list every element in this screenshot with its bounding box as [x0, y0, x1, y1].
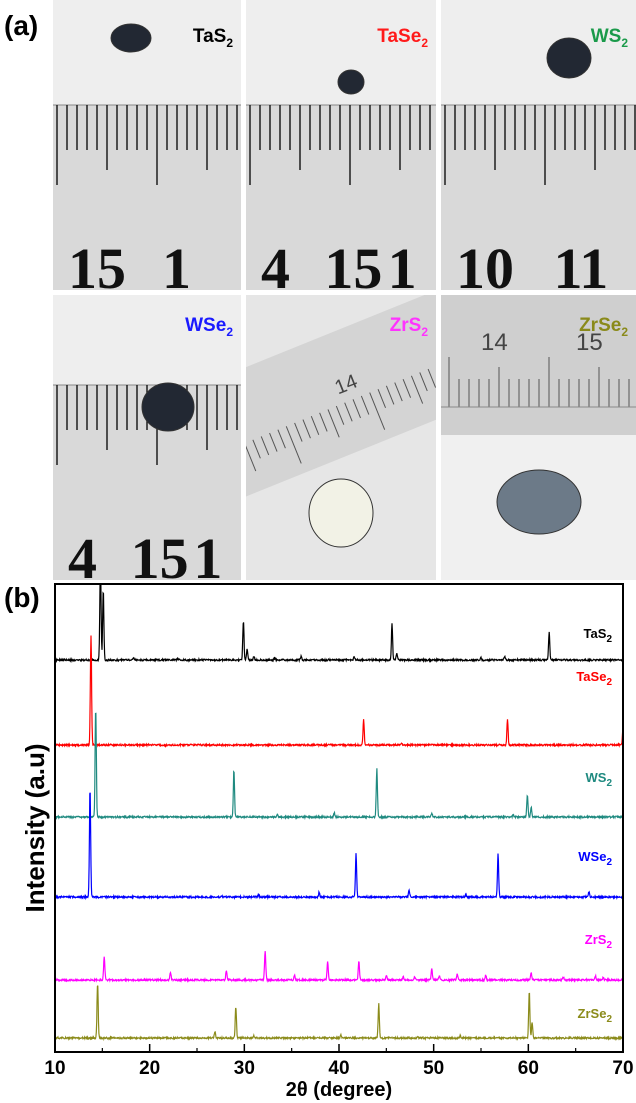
series-label-formula: ZrSe: [578, 1006, 607, 1021]
sample-label-subscript: 2: [226, 35, 233, 50]
series-label-subscript: 2: [606, 677, 612, 688]
panel-a-label: (a): [4, 10, 39, 41]
sample-label-formula: ZrS: [389, 315, 422, 336]
ruler-number: 15: [324, 236, 382, 290]
series-label: WS2: [585, 770, 612, 789]
series-label: TaSe2: [576, 669, 612, 688]
sample-label-formula: WSe: [185, 315, 227, 336]
ruler-number: 1: [193, 526, 222, 580]
x-axis-label: 2θ (degree): [286, 1079, 392, 1101]
series-line: [55, 951, 623, 984]
photo-grid: 151TaS24151TaSe21011WS24151WSe2314ZrS214…: [53, 0, 636, 580]
ruler-number: 10: [456, 236, 514, 290]
sample-photo: 4 15 1 WSe2: [53, 295, 241, 580]
series-label-subscript: 2: [606, 940, 612, 951]
series-line: [55, 635, 623, 749]
sample-photo: 4 15 1 TaSe2: [246, 0, 436, 290]
series-label-subscript: 2: [606, 1014, 612, 1025]
series-label: WSe2: [578, 849, 612, 868]
ruler-number: 15: [68, 236, 126, 290]
sample-label-subscript: 2: [621, 324, 628, 339]
series-label-formula: ZrS: [585, 932, 607, 947]
series-label-formula: WSe: [578, 849, 606, 864]
x-tick-label: 40: [328, 1058, 349, 1079]
sample-label-formula: TaS: [192, 26, 227, 47]
ruler-number: 1: [388, 236, 417, 290]
ruler-number: 15: [131, 526, 189, 580]
crystal-sample: [141, 382, 195, 432]
ruler-number: 1: [162, 236, 191, 290]
series-label-subscript: 2: [606, 857, 612, 868]
crystal-sample: [546, 37, 592, 79]
series-line: [55, 792, 623, 901]
ruler-number: 4: [261, 236, 290, 290]
series-line: [55, 712, 623, 821]
crystal-sample: [496, 469, 582, 535]
sample-label: WS2: [591, 26, 628, 50]
series-label: TaS2: [584, 626, 613, 645]
series-line: [55, 985, 623, 1042]
sample-label: WSe2: [185, 315, 233, 339]
sample-label: TaSe2: [377, 26, 428, 50]
ruler-number: 4: [68, 526, 97, 580]
y-axis-label: Intensity (a.u): [20, 743, 50, 912]
sample-photo: 14 15 ZrSe2: [441, 295, 636, 580]
series-label: ZrS2: [585, 932, 613, 951]
sample-photo: 314ZrS2: [246, 295, 436, 580]
x-tick-label: 10: [44, 1058, 65, 1079]
series-line: [55, 584, 623, 664]
ruler-number: 11: [554, 236, 609, 290]
plot-frame: [54, 583, 624, 1053]
series-label-formula: TaS: [584, 626, 607, 641]
series-label-subscript: 2: [606, 634, 612, 645]
sample-label-formula: WS: [590, 26, 622, 47]
sample-photo: 15 1 TaS2: [53, 0, 241, 290]
sample-label-subscript: 2: [421, 324, 428, 339]
x-tick-label: 30: [234, 1058, 255, 1079]
panel-b-label: (b): [4, 582, 40, 613]
crystal-sample: [110, 23, 152, 53]
sample-label-subscript: 2: [226, 324, 233, 339]
series-label: ZrSe2: [578, 1006, 613, 1025]
x-tick-label: 60: [518, 1058, 539, 1079]
crystal-sample: [308, 478, 374, 548]
sample-label: TaS2: [193, 26, 233, 50]
sample-label-subscript: 2: [421, 35, 428, 50]
series-label-subscript: 2: [606, 778, 612, 789]
series-label-formula: TaSe: [576, 669, 606, 684]
x-tick-label: 70: [612, 1058, 633, 1079]
crystal-sample: [337, 69, 365, 95]
ruler-number: 14: [481, 329, 508, 356]
x-tick-label: 50: [423, 1058, 444, 1079]
sample-label-formula: ZrSe: [579, 315, 622, 336]
sample-photo: 10 11 WS2: [441, 0, 636, 290]
ruler-number: 15: [576, 329, 603, 356]
x-tick-label: 20: [139, 1058, 160, 1079]
sample-label-subscript: 2: [621, 35, 628, 50]
series-label-formula: WS: [585, 770, 606, 785]
sample-label: ZrSe2: [579, 315, 628, 339]
xrd-plot: TaS2 TaSe2 WS2 WSe2 ZrS2 ZrSe2 10 20 30 40 50 60 70 2…: [0, 580, 636, 1103]
sample-label-formula: TaSe: [377, 26, 422, 47]
sample-label: ZrS2: [390, 315, 428, 339]
